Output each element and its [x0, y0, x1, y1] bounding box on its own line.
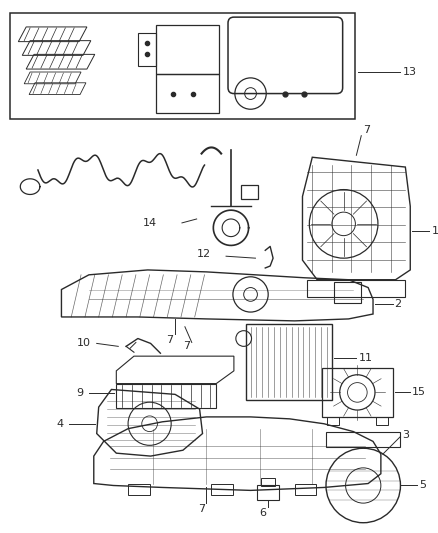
Text: 11: 11: [358, 353, 372, 363]
Text: 14: 14: [143, 218, 157, 228]
Bar: [241, 184, 258, 199]
Bar: [322, 368, 392, 417]
Bar: [326, 432, 400, 447]
Text: 7: 7: [166, 335, 173, 345]
Text: 15: 15: [412, 387, 426, 398]
Text: 3: 3: [403, 430, 410, 440]
Bar: [261, 478, 275, 487]
Text: 7: 7: [198, 504, 205, 514]
Text: 7: 7: [363, 125, 371, 135]
Bar: [246, 324, 332, 400]
Bar: [11, 13, 355, 119]
Bar: [295, 483, 316, 495]
Bar: [327, 417, 339, 425]
Text: 2: 2: [395, 299, 402, 309]
Bar: [334, 281, 361, 303]
Text: 5: 5: [419, 480, 426, 490]
Text: 7: 7: [183, 341, 191, 351]
Text: 13: 13: [403, 67, 417, 77]
Bar: [155, 25, 219, 74]
Bar: [258, 486, 279, 500]
Text: 6: 6: [259, 508, 266, 518]
Bar: [212, 483, 233, 495]
Bar: [307, 280, 405, 297]
Bar: [138, 33, 155, 66]
Text: 9: 9: [76, 389, 83, 398]
Text: 1: 1: [432, 226, 438, 236]
Text: 12: 12: [197, 249, 211, 259]
Bar: [155, 74, 219, 113]
Text: 4: 4: [56, 419, 64, 429]
Bar: [376, 417, 388, 425]
Bar: [128, 483, 150, 495]
Text: 10: 10: [77, 338, 91, 349]
